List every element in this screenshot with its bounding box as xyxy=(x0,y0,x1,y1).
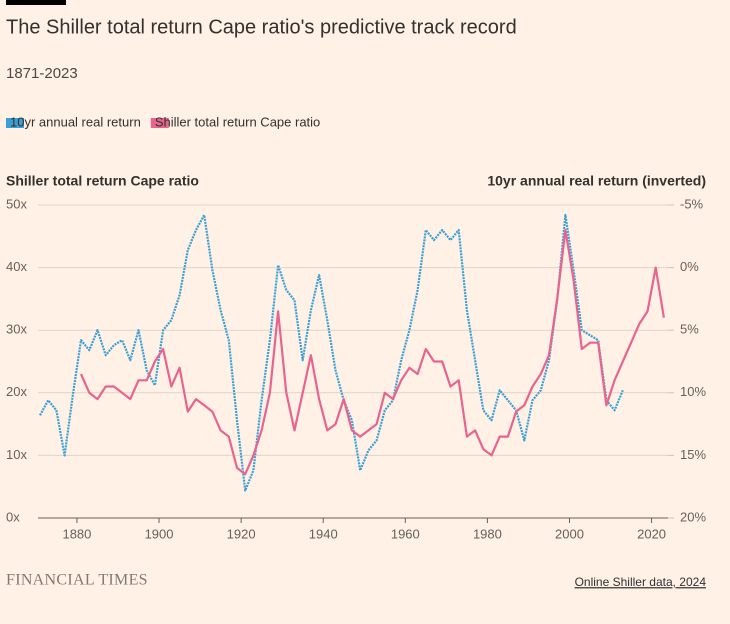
y2-tick-label: 15% xyxy=(680,447,706,462)
y-tick-label: 10x xyxy=(6,447,27,462)
y-tick-label: 50x xyxy=(6,196,27,211)
legend-label: Shiller total return Cape ratio xyxy=(155,114,320,129)
x-tick-label: 1980 xyxy=(473,526,502,541)
y2-axis-title: 10yr annual real return (inverted) xyxy=(487,173,706,189)
x-tick-label: 1960 xyxy=(391,526,420,541)
y2-tick-label: 10% xyxy=(680,384,706,399)
brand-bar xyxy=(6,0,66,5)
series-line xyxy=(39,213,624,492)
chart-title: The Shiller total return Cape ratio's pr… xyxy=(6,16,517,38)
x-tick-label: 1920 xyxy=(227,526,256,541)
subtitle: 1871-2023 xyxy=(6,65,78,82)
y-tick-label: 20x xyxy=(6,384,27,399)
legend-key xyxy=(6,118,24,128)
y-tick-label: 0x xyxy=(6,509,20,524)
legend-key xyxy=(150,118,169,128)
x-tick-label: 1880 xyxy=(62,526,91,541)
series-line xyxy=(79,228,665,476)
source[interactable]: Online Shiller data, 2024 xyxy=(575,575,707,589)
y2-tick-label: 0% xyxy=(680,259,699,274)
x-tick-label: 1940 xyxy=(309,526,338,541)
y2-tick-label: 20% xyxy=(680,509,706,524)
y2-tick-label: -5% xyxy=(680,196,704,211)
y-axis-title: Shiller total return Cape ratio xyxy=(6,173,199,189)
brand: FINANCIAL TIMES xyxy=(6,572,148,589)
y2-tick-label: 5% xyxy=(680,322,699,337)
x-tick-label: 2020 xyxy=(637,526,666,541)
y-tick-label: 30x xyxy=(6,322,27,337)
x-tick-label: 2000 xyxy=(555,526,584,541)
y-tick-label: 40x xyxy=(6,259,27,274)
legend-label: 10yr annual real return xyxy=(10,114,141,129)
x-tick-label: 1900 xyxy=(145,526,174,541)
